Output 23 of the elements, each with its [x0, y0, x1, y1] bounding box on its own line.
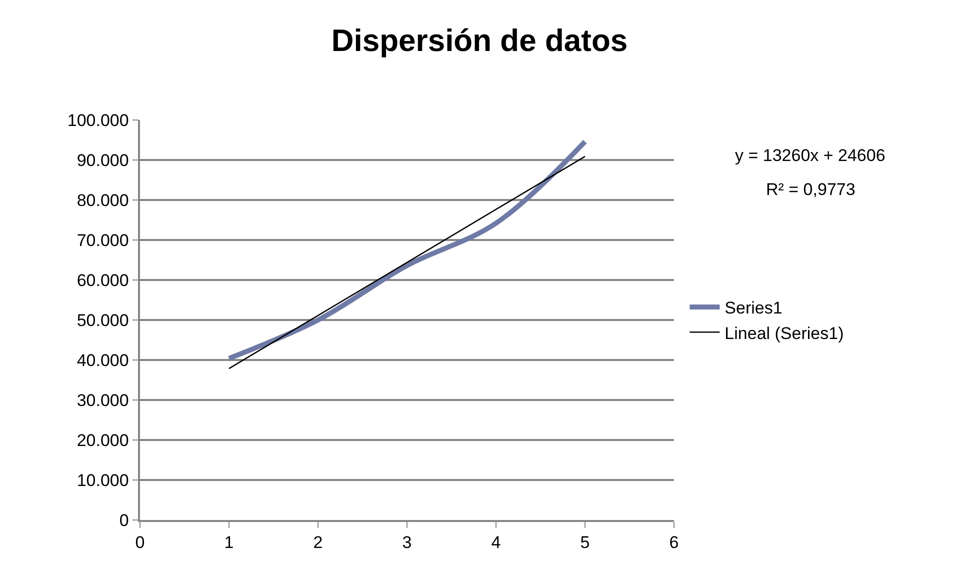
y-tick-label: 40.000 [76, 350, 129, 370]
y-tick-label: 100.000 [67, 110, 129, 130]
y-tick-label: 50.000 [76, 310, 129, 330]
x-tick-label: 5 [580, 533, 590, 552]
y-tick-label: 80.000 [76, 190, 129, 210]
x-tick-label: 6 [669, 533, 679, 552]
y-tick-label: 0 [119, 510, 129, 530]
text: R² = 0,9773 [766, 180, 856, 199]
x-tick-label: 1 [224, 533, 234, 552]
y-tick-label: 90.000 [76, 150, 129, 170]
text: y = 13260x + 24606 [735, 146, 886, 165]
y-tick-label: 60.000 [76, 270, 129, 290]
legend-label: Series1 [724, 298, 782, 318]
y-tick-label: 10.000 [76, 470, 129, 490]
chart-title: Dispersión de datos [331, 22, 628, 58]
x-tick-label: 3 [402, 533, 412, 552]
y-tick-label: 20.000 [76, 430, 129, 450]
legend-label: Lineal (Series1) [724, 324, 844, 343]
y-tick-label: 30.000 [76, 390, 129, 410]
x-tick-label: 2 [313, 533, 323, 552]
x-tick-label: 0 [135, 533, 145, 552]
x-tick-label: 4 [491, 533, 501, 552]
y-tick-label: 70.000 [76, 230, 129, 250]
